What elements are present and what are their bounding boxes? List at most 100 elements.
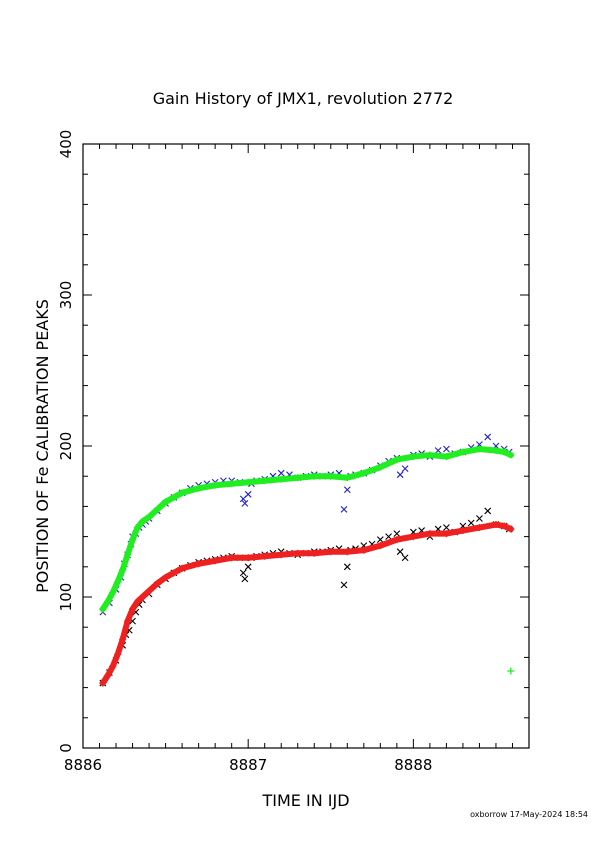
data-point [138,593,146,601]
data-point [244,478,252,486]
data-point [195,560,203,568]
data-point [376,536,384,544]
data-point [138,518,146,525]
data-point [459,448,467,456]
data-point [467,519,475,527]
data-point [170,569,178,577]
data-point [277,469,285,477]
data-point [340,506,348,513]
data-point [442,530,450,538]
data-point [228,554,236,562]
data-point [443,445,450,453]
axis-ticks [82,143,530,749]
series-0 [99,433,513,616]
data-point [162,498,170,506]
y-tick-label: 400 [57,130,75,159]
data-point [153,505,161,513]
data-point [393,530,401,537]
data-point [409,533,417,541]
data-point [211,557,219,565]
data-point [343,474,351,482]
data-point [343,563,351,571]
data-point [129,536,137,544]
data-point [294,549,302,557]
data-point [261,552,269,560]
series-3-curve [99,521,514,687]
x-axis-label: TIME IN IJD [261,791,349,810]
data-point [401,465,409,473]
y-tick-label: 0 [57,743,75,753]
data-point [244,490,252,498]
data-point [492,521,500,529]
data-point [442,453,450,461]
data-point [484,433,492,441]
data-point [401,554,409,562]
data-point [376,542,384,550]
data-point [327,548,335,556]
data-point [277,551,285,559]
plot-frame [82,143,530,749]
data-point [443,524,450,531]
data-point [145,587,153,595]
series-1 [99,445,515,613]
data-point [294,474,302,482]
data-point [459,527,467,535]
data-point [475,524,483,532]
data-point [119,566,127,574]
data-point [507,525,515,533]
data-point [195,484,203,492]
data-point [114,578,122,586]
data-point [99,605,107,613]
data-point [109,588,117,596]
data-point [178,564,186,572]
data-point [228,480,236,488]
data-point [178,489,186,497]
data-point [104,598,112,606]
data-point [385,533,392,540]
data-marks [99,433,515,687]
data-point [170,493,178,501]
data-point [211,481,219,489]
tick-labels: 0 100 200 300 400 8886 8887 8888 [57,130,432,774]
data-point [277,475,285,483]
data-point [360,469,368,477]
data-point [360,546,368,554]
data-point [507,451,515,459]
data-point [396,548,404,556]
data-point [396,471,404,479]
data-point [124,551,132,559]
y-axis-label: POSITION OF Fe CALIBRATION PEAKS [33,299,52,593]
data-point [500,448,508,456]
data-point [241,499,249,507]
data-point [434,447,442,454]
data-point [119,635,127,643]
y-tick-label: 300 [57,281,75,310]
data-point [109,662,117,670]
data-point [145,513,153,521]
data-point [340,581,348,589]
data-point [134,524,142,532]
data-point [409,453,417,461]
y-tick-label: 200 [57,432,75,461]
data-point [492,447,500,455]
data-point [124,617,132,625]
data-point [129,605,137,613]
footer-credit: oxborrow 17-May-2024 18:54 [470,810,588,819]
data-point [244,554,252,562]
data-point [114,650,122,658]
data-point [327,472,335,480]
data-point [426,530,434,538]
data-point [310,549,318,557]
data-point [153,579,161,587]
y-tick-label: 100 [57,583,75,612]
data-point [507,667,515,675]
data-point [162,573,170,581]
data-point [239,569,247,577]
data-point [500,522,508,530]
x-tick-label: 8887 [229,756,267,774]
data-point [376,463,384,471]
data-point [134,598,142,606]
series-3 [99,521,515,687]
data-point [99,679,107,687]
